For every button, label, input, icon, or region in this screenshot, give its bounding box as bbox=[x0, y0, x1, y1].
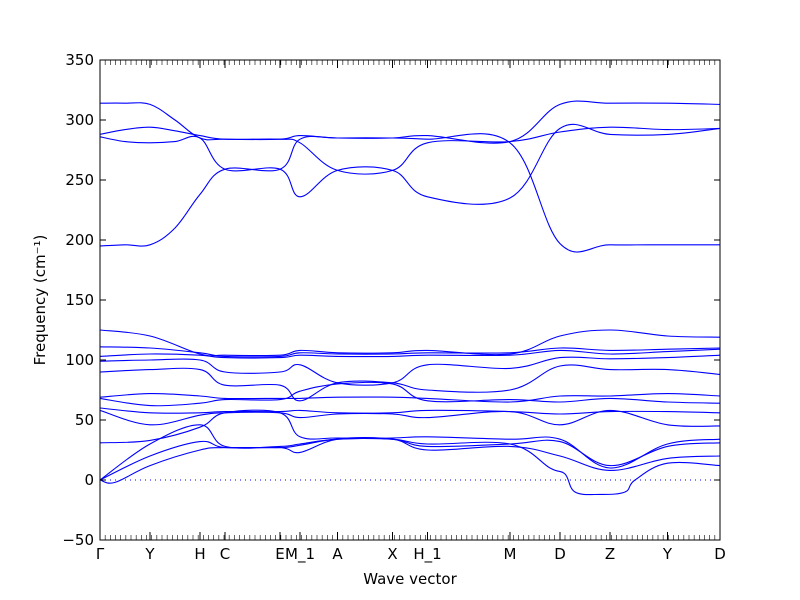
x-tick-label: H bbox=[194, 545, 205, 563]
band-line-17 bbox=[100, 437, 720, 496]
y-axis-label: Frequency (cm⁻¹) bbox=[31, 235, 49, 366]
x-tick-label: A bbox=[332, 545, 343, 563]
y-tick-label: 0 bbox=[84, 471, 94, 489]
x-tick-label: Γ bbox=[96, 545, 105, 563]
x-tick-label: M bbox=[504, 545, 517, 563]
x-tick-label: E bbox=[275, 545, 284, 563]
x-tick-label: H_1 bbox=[413, 545, 441, 564]
x-tick-label: C bbox=[220, 545, 230, 563]
y-tick-label: 350 bbox=[65, 51, 94, 69]
x-tick-label: Z bbox=[605, 545, 615, 563]
y-tick-label: 250 bbox=[65, 171, 94, 189]
plot-frame bbox=[99, 59, 721, 541]
y-tick-label: 200 bbox=[65, 231, 94, 249]
band-line-8 bbox=[100, 354, 720, 386]
plot-area bbox=[100, 100, 720, 496]
band-line-7 bbox=[100, 348, 720, 359]
band-line-10 bbox=[100, 393, 720, 403]
series-group bbox=[100, 100, 720, 496]
band-line-4 bbox=[100, 133, 720, 253]
y-tick-label: 300 bbox=[65, 111, 94, 129]
x-tick-label: Y bbox=[662, 545, 673, 563]
x-tick-label: M_1 bbox=[285, 545, 315, 564]
ticks-group bbox=[99, 59, 721, 541]
x-tick-label: D bbox=[554, 545, 566, 563]
tick-labels-group: −50 0 50 100 150 200 250 300 350 Γ Y H C E M_1 A X H_1 M D Z… bbox=[62, 51, 725, 564]
band-line-3 bbox=[100, 123, 720, 205]
y-tick-label: 50 bbox=[75, 411, 94, 429]
x-tick-label: D bbox=[714, 545, 726, 563]
band-line-6 bbox=[100, 346, 720, 358]
y-tick-label: −50 bbox=[62, 531, 94, 549]
band-line-2 bbox=[100, 126, 720, 175]
x-tick-label: X bbox=[387, 545, 397, 563]
band-line-13 bbox=[100, 409, 720, 427]
y-tick-label: 100 bbox=[65, 351, 94, 369]
x-axis-label: Wave vector bbox=[363, 570, 457, 588]
band-line-9 bbox=[100, 364, 720, 402]
band-line-16 bbox=[100, 437, 720, 481]
x-tick-label: Y bbox=[144, 545, 155, 563]
band-line-11 bbox=[100, 381, 720, 407]
y-tick-label: 150 bbox=[65, 291, 94, 309]
